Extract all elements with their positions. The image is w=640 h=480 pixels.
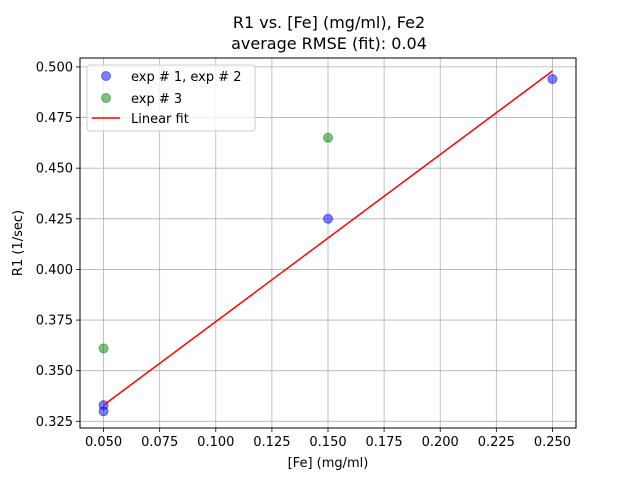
plot-frame — [79, 57, 577, 429]
y-tick-label: 0.400 — [36, 263, 73, 278]
x-axis-label: [Fe] (mg/ml) — [288, 456, 369, 471]
plot-data — [98, 70, 558, 417]
x-tick-label: 0.175 — [365, 435, 402, 450]
y-axis-label: R1 (1/sec) — [11, 210, 26, 276]
x-tick-label: 0.100 — [197, 435, 234, 450]
chart-title: R1 vs. [Fe] (mg/ml), Fe2 — [233, 13, 425, 32]
x-tick-label: 0.075 — [141, 435, 178, 450]
data-point — [323, 132, 333, 143]
y-tick-label: 0.325 — [36, 415, 73, 430]
linear-fit-line — [103, 70, 553, 406]
x-tick-label: 0.050 — [85, 435, 122, 450]
chart-subtitle: average RMSE (fit): 0.04 — [231, 34, 427, 53]
legend: exp # 1, exp # 2 exp # 3 Linear fit — [86, 64, 256, 132]
legend-label-exp-1-2: exp # 1, exp # 2 — [131, 70, 242, 85]
data-point — [547, 74, 558, 85]
y-tick-label: 0.500 — [36, 60, 73, 75]
legend-label-linear-fit: Linear fit — [131, 112, 189, 127]
data-point — [98, 406, 109, 417]
legend-marker-exp-1-2 — [101, 71, 111, 81]
x-tick-label: 0.150 — [309, 435, 346, 450]
x-tick-label: 0.125 — [253, 435, 290, 450]
legend-box — [86, 64, 256, 132]
x-tick-label: 0.250 — [534, 435, 571, 450]
legend-marker-exp-3 — [101, 93, 111, 103]
y-tick-label: 0.425 — [36, 212, 73, 227]
y-tick-label: 0.475 — [36, 111, 73, 126]
data-point — [98, 343, 109, 354]
data-point — [323, 213, 333, 224]
y-tick-label: 0.375 — [36, 314, 73, 329]
x-tick-label: 0.225 — [478, 435, 515, 450]
axis-ticks: 0.050 0.075 0.100 0.125 0.150 0.175 0.200 0.225… — [36, 60, 571, 450]
y-tick-label: 0.350 — [36, 364, 73, 379]
legend-label-exp-3: exp # 3 — [131, 92, 182, 107]
x-tick-label: 0.200 — [422, 435, 459, 450]
y-tick-label: 0.450 — [36, 162, 73, 177]
